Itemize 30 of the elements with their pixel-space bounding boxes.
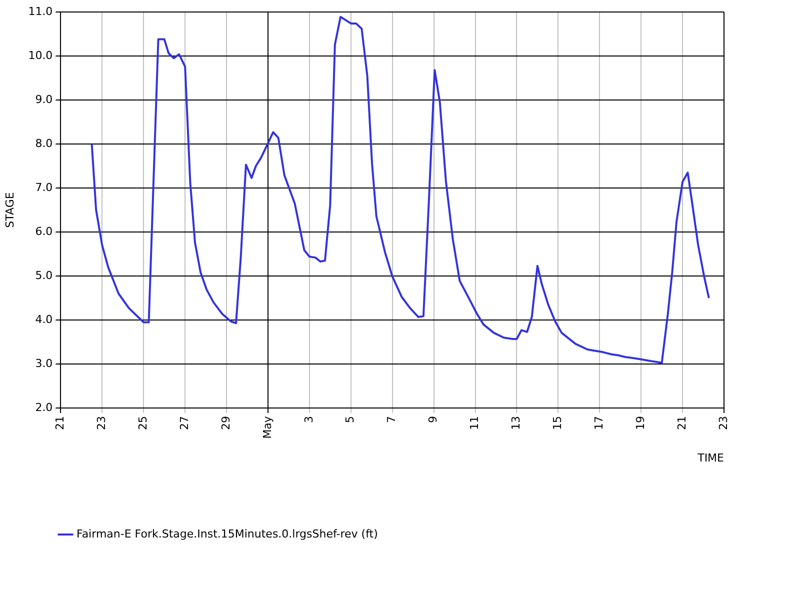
- x-tick-label: 5: [344, 416, 357, 424]
- y-tick-label: 5.0: [35, 268, 53, 282]
- y-tick-label: 7.0: [35, 180, 53, 194]
- y-tick-label: 10.0: [28, 48, 53, 62]
- x-tick-label: 9: [426, 416, 440, 424]
- x-tick-label: 29: [219, 416, 232, 430]
- x-tick-label: 11: [468, 416, 482, 430]
- x-tick-label: 21: [675, 416, 688, 430]
- x-axis-title: TIME: [696, 451, 724, 464]
- x-tick-label: 25: [136, 416, 150, 430]
- x-tick-label: 13: [510, 416, 523, 430]
- x-tick-label: 19: [634, 416, 647, 430]
- x-tick-label: 27: [178, 416, 191, 430]
- y-axis-title: STAGE: [3, 192, 16, 228]
- y-tick-label: 2.0: [35, 400, 53, 414]
- legend-label: Fairman-E Fork.Stage.Inst.15Minutes.0.lrgsShef-rev (ft): [76, 527, 378, 540]
- y-tick-label: 3.0: [35, 356, 53, 370]
- y-tick-label: 8.0: [35, 136, 53, 150]
- y-tick-label: 11.0: [28, 4, 53, 18]
- x-tick-label: 23: [716, 416, 730, 430]
- y-tick-label: 9.0: [35, 92, 53, 106]
- x-tick-label: 7: [385, 416, 398, 424]
- x-tick-label: 17: [592, 416, 606, 430]
- x-tick-label: 3: [302, 416, 316, 424]
- x-tick-label: 23: [95, 416, 108, 430]
- x-tick-label: 21: [54, 416, 67, 430]
- y-tick-label: 4.0: [35, 312, 53, 326]
- x-tick-label: 15: [551, 416, 564, 430]
- x-tick-label: May: [260, 416, 274, 439]
- y-tick-label: 6.0: [35, 224, 53, 238]
